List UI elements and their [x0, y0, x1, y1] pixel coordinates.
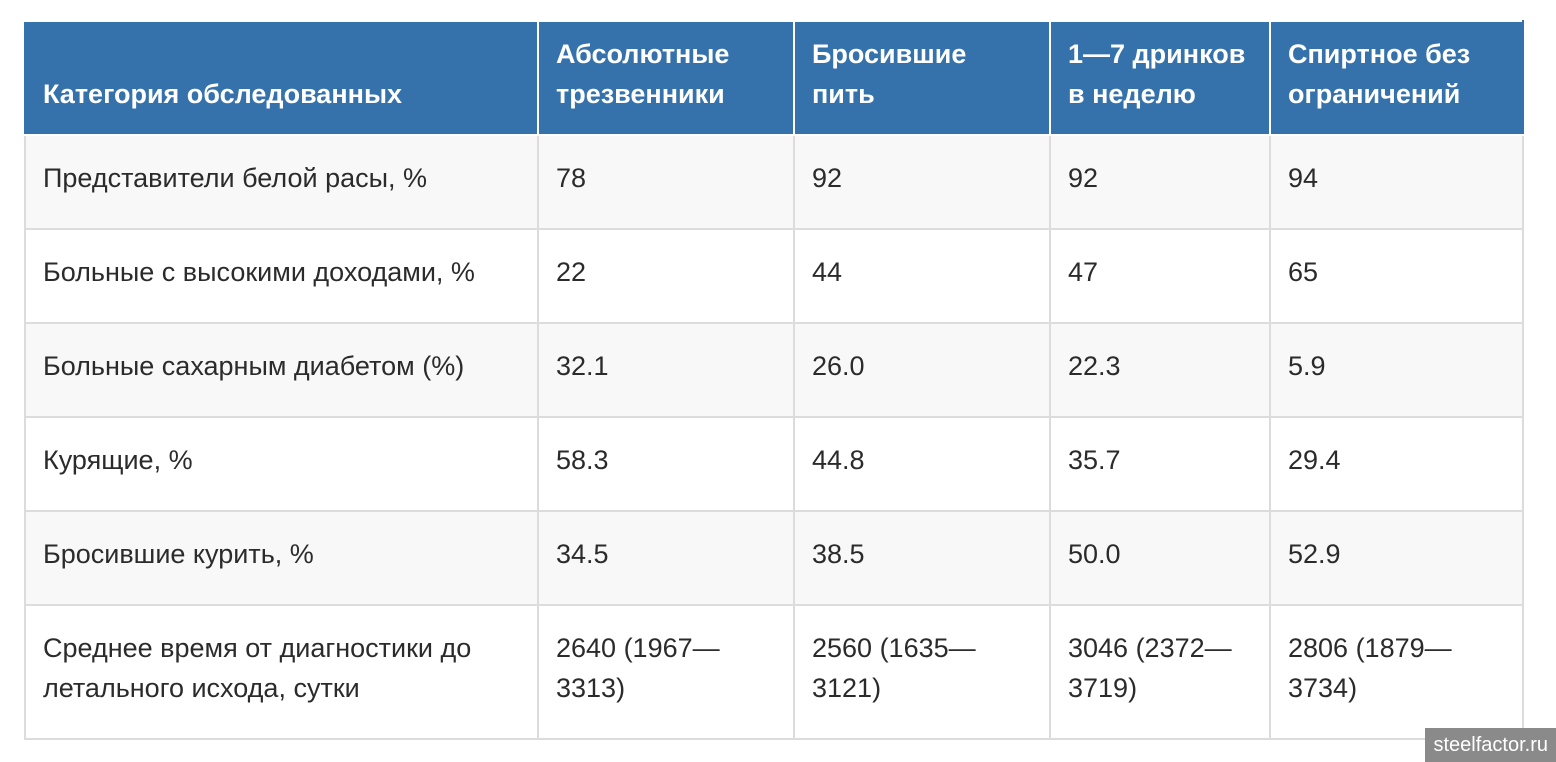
table-cell: 2806 (1879—3734): [1269, 604, 1524, 740]
table-cell: 34.5: [537, 510, 795, 606]
table-cell: 29.4: [1269, 416, 1524, 512]
table-cell: 44.8: [793, 416, 1051, 512]
table-row: Представители белой расы, % 78 92 92 94: [24, 134, 1524, 230]
table-row: Бросившие курить, % 34.5 38.5 50.0 52.9: [24, 510, 1524, 606]
table-cell: 3046 (2372—3719): [1049, 604, 1271, 740]
table-cell: 50.0: [1049, 510, 1271, 606]
table-header: Категория обследованных Абсолютные трезв…: [24, 20, 1524, 136]
table-cell: 47: [1049, 228, 1271, 324]
header-row: Категория обследованных Абсолютные трезв…: [24, 20, 1524, 136]
table-cell: 92: [1049, 134, 1271, 230]
statistics-table: Категория обследованных Абсолютные трезв…: [24, 20, 1524, 740]
table-cell: 22: [537, 228, 795, 324]
table-cell: 32.1: [537, 322, 795, 418]
table-cell: 92: [793, 134, 1051, 230]
table-cell: 22.3: [1049, 322, 1271, 418]
table-row: Больные с высокими доходами, % 22 44 47 …: [24, 228, 1524, 324]
table-cell: 26.0: [793, 322, 1051, 418]
table-cell: 38.5: [793, 510, 1051, 606]
table-row: Курящие, % 58.3 44.8 35.7 29.4: [24, 416, 1524, 512]
table-cell: 5.9: [1269, 322, 1524, 418]
table-cell: 52.9: [1269, 510, 1524, 606]
row-label: Бросившие курить, %: [24, 510, 539, 606]
header-cell-category: Категория обследованных: [24, 20, 539, 136]
table-cell: 2560 (1635—3121): [793, 604, 1051, 740]
row-label: Больные с высокими доходами, %: [24, 228, 539, 324]
header-cell-abstainers: Абсолютные трезвенники: [537, 20, 795, 136]
table-cell: 65: [1269, 228, 1524, 324]
table-body: Представители белой расы, % 78 92 92 94 …: [24, 134, 1524, 740]
header-cell-1-7-drinks: 1—7 дринков в неделю: [1049, 20, 1271, 136]
row-label: Среднее время от диагностики до летально…: [24, 604, 539, 740]
table-row: Больные сахарным диабетом (%) 32.1 26.0 …: [24, 322, 1524, 418]
table-cell: 35.7: [1049, 416, 1271, 512]
row-label: Курящие, %: [24, 416, 539, 512]
table-cell: 2640 (1967—3313): [537, 604, 795, 740]
row-label: Больные сахарным диабетом (%): [24, 322, 539, 418]
table-row: Среднее время от диагностики до летально…: [24, 604, 1524, 740]
table-cell: 58.3: [537, 416, 795, 512]
header-cell-unlimited: Спиртное без ограничений: [1269, 20, 1524, 136]
table-cell: 94: [1269, 134, 1524, 230]
header-cell-quit-drinking: Бросившие пить: [793, 20, 1051, 136]
table-cell: 78: [537, 134, 795, 230]
site-watermark: steelfactor.ru: [1425, 728, 1556, 762]
table-cell: 44: [793, 228, 1051, 324]
row-label: Представители белой расы, %: [24, 134, 539, 230]
